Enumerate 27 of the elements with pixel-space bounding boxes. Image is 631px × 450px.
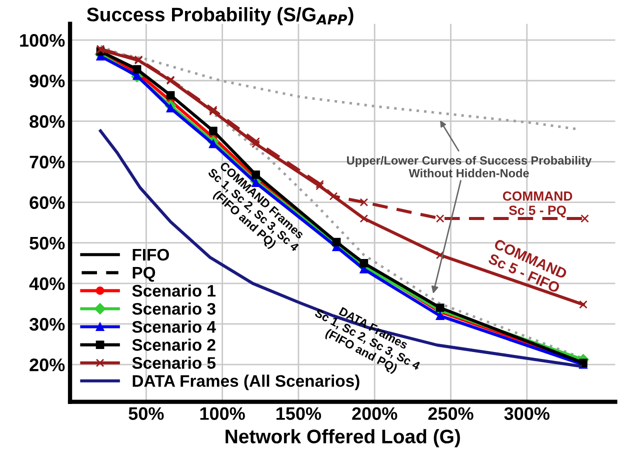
legend-label: FIFO [132,248,169,261]
x-axis-title: Network Offered Load (G) [226,429,460,448]
legend-label: Scenario 4 [132,320,216,333]
x-tick-label: 250% [428,407,474,420]
y-tick-label: 40% [29,277,65,290]
y-tick-label: 50% [30,236,65,250]
chart-title: Success Probability (S/G$_{APP}$) [86,7,354,26]
x-tick-label: 200% [352,407,398,420]
y-tick-label: 20% [30,358,65,372]
legend-label: Scenario 3 [132,302,216,315]
y-tick-label: 80% [30,115,65,128]
legend-label: Scenario 5 [132,356,216,369]
x-tick-label: 300% [504,407,550,420]
legend-label: PQ [132,266,156,282]
x-tick-label: 150% [276,407,322,420]
legend-label: DATA Frames (All Scenarios) [132,374,360,390]
annotation: Upper/Lower Curves of Success Probability Without Hidden-Node [347,156,592,178]
y-tick-label: 100% [20,34,65,47]
legend-label: Scenario 2 [132,338,216,351]
x-tick-label: 100% [200,407,245,420]
legend-label: Scenario 1 [132,284,216,297]
x-tick-label: 50% [128,407,164,420]
y-tick-label: 90% [30,74,65,88]
y-tick-label: 30% [29,318,65,331]
y-tick-label: 70% [30,156,65,168]
y-tick-label: 60% [30,196,65,210]
annotation: COMMAND Sc 5 - PQ [502,191,572,218]
